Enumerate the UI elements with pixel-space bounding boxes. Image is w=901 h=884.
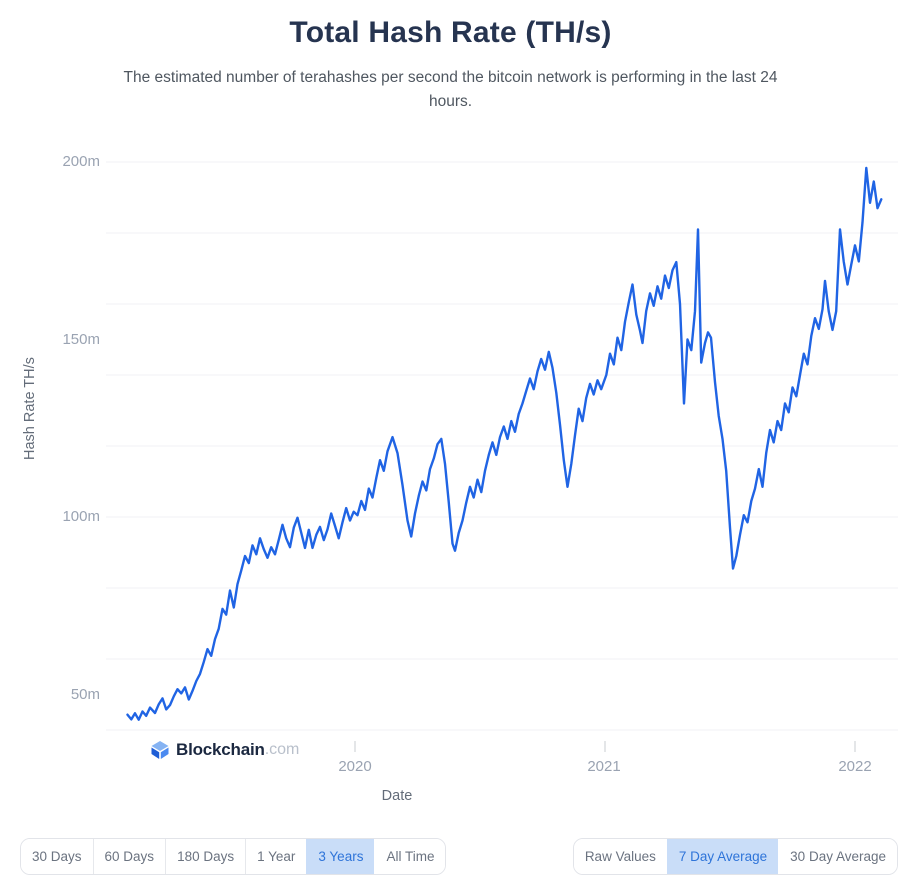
mode-button-30-day-average[interactable]: 30 Day Average — [778, 839, 897, 874]
page-title: Total Hash Rate (TH/s) — [289, 16, 612, 49]
x-axis-label-2020: 2020 — [338, 758, 372, 775]
value-mode-button-group: Raw Values 7 Day Average 30 Day Average — [572, 838, 898, 875]
y-axis-title: Hash Rate TH/s — [22, 357, 38, 460]
y-axis-label-50m: 50m — [70, 686, 100, 703]
y-axis-label-100m: 100m — [62, 508, 100, 525]
range-button-all-time[interactable]: All Time — [374, 839, 446, 874]
blockchain-logo-brand: Blockchain — [176, 740, 265, 759]
hashrate-line-series[interactable] — [126, 166, 883, 721]
y-axis-label-150m: 150m — [62, 331, 100, 348]
blockchain-logo-tld: .com — [264, 741, 300, 758]
x-axis-label-2021: 2021 — [587, 758, 621, 775]
range-button-3-years[interactable]: 3 Years — [306, 839, 375, 874]
time-range-button-group: 30 Days 60 Days 180 Days 1 Year 3 Years … — [20, 838, 447, 875]
range-button-30-days[interactable]: 30 Days — [21, 839, 93, 874]
x-axis-title: Date — [381, 788, 413, 804]
y-axis-label-200m: 200m — [62, 153, 100, 170]
mode-button-raw-values[interactable]: Raw Values — [573, 839, 667, 874]
range-button-60-days[interactable]: 60 Days — [92, 839, 166, 874]
mode-button-7-day-average[interactable]: 7 Day Average — [666, 839, 779, 874]
range-button-180-days[interactable]: 180 Days — [165, 839, 246, 874]
blockchain-logo[interactable]: Blockchain .com — [150, 740, 299, 760]
page-subtitle: The estimated number of terahashes per s… — [123, 69, 778, 111]
range-button-1-year[interactable]: 1 Year — [245, 839, 307, 874]
blockchain-cube-icon — [151, 741, 169, 759]
x-axis-label-2022: 2022 — [838, 758, 872, 775]
